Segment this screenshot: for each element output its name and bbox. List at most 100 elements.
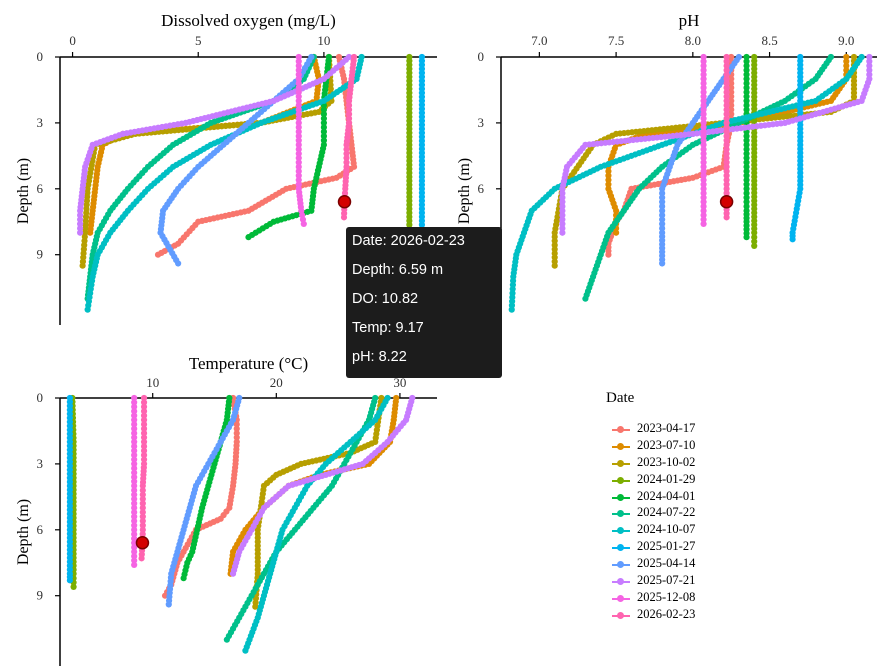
legend-item[interactable]: 2023-04-17 — [606, 421, 695, 438]
data-point — [700, 212, 707, 219]
data-point — [843, 58, 850, 65]
data-point — [295, 75, 302, 83]
data-point — [66, 577, 73, 584]
y-tick-label-temp: 3 — [37, 456, 44, 471]
data-point — [343, 159, 350, 166]
data-point — [245, 234, 252, 241]
data-point — [131, 495, 138, 503]
x-tick-label-temp: 20 — [270, 375, 283, 390]
data-point — [84, 306, 91, 313]
data-point — [131, 447, 138, 454]
data-point — [723, 80, 730, 87]
data-point — [140, 399, 148, 406]
data-point — [723, 71, 730, 78]
tooltip-temp: Temp: 9.17 — [352, 320, 424, 336]
hover-tooltip: Date: 2026-02-23 Depth: 6.59 m DO: 10.82… — [346, 227, 502, 378]
legend-item[interactable]: 2024-07-22 — [606, 505, 695, 522]
x-tick-label-ph: 8.0 — [685, 33, 701, 48]
data-point — [743, 97, 750, 105]
data-point — [728, 97, 735, 105]
data-point — [659, 212, 666, 219]
data-point — [659, 260, 666, 267]
data-point — [700, 62, 707, 69]
legend-item[interactable]: 2024-01-29 — [606, 472, 695, 489]
data-point — [131, 482, 138, 489]
data-point — [131, 430, 138, 437]
y-axis-label-ph: Depth (m) — [456, 158, 473, 224]
legend-item[interactable]: 2025-04-14 — [606, 556, 695, 573]
data-point — [345, 97, 353, 105]
data-point — [700, 141, 707, 148]
data-point — [700, 198, 707, 206]
data-point — [743, 132, 750, 140]
data-point — [295, 71, 302, 78]
legend-item[interactable]: 2024-04-01 — [606, 489, 695, 506]
data-point — [605, 251, 612, 258]
x-tick-label-do: 5 — [195, 33, 202, 48]
data-point — [559, 203, 566, 210]
highlight-point-do[interactable] — [337, 195, 352, 209]
legend-item[interactable]: 2025-12-08 — [606, 590, 695, 607]
legend-item[interactable]: 2024-10-07 — [606, 522, 695, 539]
data-point — [700, 181, 707, 188]
data-point — [723, 115, 730, 122]
legend-item[interactable]: 2023-07-10 — [606, 438, 695, 455]
data-point — [743, 185, 750, 192]
y-tick-label-ph: 0 — [478, 49, 485, 64]
data-point — [295, 132, 302, 140]
data-point — [559, 198, 566, 206]
data-point — [343, 154, 350, 162]
data-point — [320, 111, 327, 118]
data-point — [295, 97, 302, 105]
data-point — [295, 89, 302, 96]
data-point — [139, 487, 146, 494]
legend-item[interactable]: 2023-10-02 — [606, 455, 695, 472]
data-point — [723, 154, 730, 162]
y-axis-label-do: Depth (m) — [15, 158, 32, 224]
legend-swatch-dot — [617, 594, 624, 602]
data-point — [723, 67, 730, 74]
data-point — [723, 146, 730, 153]
data-point — [295, 141, 302, 148]
legend-swatch-dot — [617, 426, 624, 433]
data-point — [320, 115, 327, 122]
data-point — [743, 150, 750, 157]
data-point — [131, 421, 138, 428]
data-point — [743, 89, 750, 96]
data-point — [345, 111, 353, 118]
data-point — [139, 522, 146, 529]
data-point — [131, 531, 138, 538]
data-point — [131, 473, 138, 481]
data-point — [843, 53, 850, 61]
panel-do: Dissolved oxygen (mg/L) Depth (m) 0 5 10 0 3 6 9 — [15, 11, 437, 325]
series-do-5 — [84, 53, 317, 302]
data-point — [659, 220, 666, 228]
data-point — [140, 425, 148, 432]
data-point — [743, 190, 750, 197]
panel-title-do: Dissolved oxygen (mg/L) — [161, 11, 336, 30]
legend-item[interactable]: 2025-07-21 — [606, 573, 695, 590]
legend-item[interactable]: 2026-02-23 — [606, 607, 695, 624]
series-ph-7 — [789, 53, 804, 243]
data-point — [320, 119, 327, 127]
data-point — [295, 111, 302, 118]
x-tick-label-temp: 30 — [393, 375, 406, 390]
data-point — [743, 198, 750, 206]
data-point — [728, 89, 735, 96]
data-point — [728, 106, 735, 113]
data-point — [295, 58, 302, 65]
data-point — [295, 146, 302, 153]
data-point — [77, 212, 84, 219]
legend-title: Date — [606, 390, 635, 406]
legend-item[interactable]: 2025-01-27 — [606, 539, 695, 556]
data-point — [723, 97, 730, 105]
data-point — [743, 80, 750, 87]
highlight-point-temp[interactable] — [135, 536, 150, 550]
highlight-point-ph[interactable] — [719, 195, 734, 209]
data-point — [743, 168, 750, 175]
data-point — [295, 119, 302, 127]
legend-label: 2023-07-10 — [637, 437, 696, 452]
data-point — [659, 194, 666, 201]
data-point — [723, 62, 730, 69]
data-point — [743, 154, 750, 162]
